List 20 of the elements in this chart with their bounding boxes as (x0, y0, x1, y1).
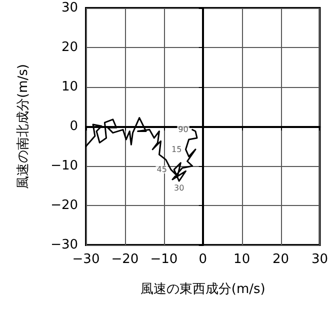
x-tick-label: −10 (150, 252, 178, 267)
y-axis-title: 風速の南北成分(m/s) (16, 64, 31, 189)
x-tick-label: −30 (72, 252, 100, 267)
y-tick-label: 30 (61, 0, 78, 16)
x-tick-label: 10 (234, 252, 250, 267)
annotation: 30 (174, 184, 184, 193)
y-tick-label: −10 (50, 158, 78, 174)
y-tick-label: −30 (50, 238, 78, 252)
x-tick-label: 20 (272, 252, 290, 267)
annotation: 90 (178, 125, 188, 134)
x-axis-title: 風速の東西成分(m/s) (140, 282, 266, 297)
y-tick-label: 0 (70, 119, 78, 134)
y-tick-label: 10 (61, 80, 78, 94)
y-tick-label: 20 (61, 40, 78, 55)
x-tick-label: 0 (198, 252, 208, 267)
y-tick-label: −20 (50, 198, 78, 213)
x-tick-label: 30 (311, 252, 328, 267)
x-tick-label: −20 (111, 252, 139, 267)
annotation: 15 (172, 144, 182, 154)
annotation: 45 (156, 165, 167, 174)
